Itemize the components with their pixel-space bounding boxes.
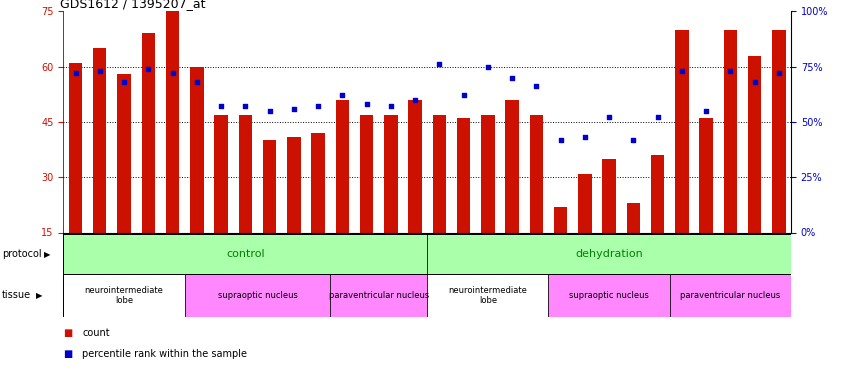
Point [166,70,179,76]
Point [214,104,228,110]
Text: supraoptic nucleus: supraoptic nucleus [569,291,649,300]
Point [554,136,568,142]
Bar [311,133,325,232]
Point [602,114,616,120]
Point [263,108,277,114]
Text: control: control [226,249,265,259]
Text: ■: ■ [63,349,73,359]
Bar [554,207,568,232]
Text: ■: ■ [63,328,73,338]
Bar [651,155,664,232]
Text: neurointermediate
lobe: neurointermediate lobe [85,286,163,305]
Bar [548,274,670,317]
Point [336,92,349,98]
Bar [166,11,179,232]
Bar [93,48,107,232]
Bar [670,274,791,317]
Text: GDS1612 / 1395207_at: GDS1612 / 1395207_at [60,0,206,10]
Bar [627,203,640,232]
Point [700,108,713,114]
Point [311,104,325,110]
Bar [336,100,349,232]
Bar [427,234,791,274]
Point [384,104,398,110]
Bar [505,100,519,232]
Point [409,97,422,103]
Bar [409,100,422,232]
Point [651,114,664,120]
Point [578,134,591,140]
Point [675,68,689,74]
Bar [63,234,427,274]
Bar [214,114,228,232]
Text: ▶: ▶ [36,291,42,300]
Bar [432,114,446,232]
Point [287,106,300,112]
Bar [530,114,543,232]
Text: paraventricular nucleus: paraventricular nucleus [680,291,781,300]
Point [432,62,446,68]
Bar [457,118,470,232]
Point [530,84,543,90]
Bar [602,159,616,232]
Bar [427,274,548,317]
Text: ▶: ▶ [44,250,51,259]
Bar [330,274,427,317]
Text: neurointermediate
lobe: neurointermediate lobe [448,286,527,305]
Bar [69,63,82,232]
Bar [190,67,204,232]
Point [772,70,786,76]
Bar [578,174,591,232]
Text: protocol: protocol [2,249,41,259]
Bar [675,30,689,232]
Bar [748,56,761,232]
Bar [184,274,330,317]
Point [457,92,470,98]
Point [505,75,519,81]
Text: paraventricular nucleus: paraventricular nucleus [328,291,429,300]
Point [141,66,155,72]
Point [239,104,252,110]
Bar [239,114,252,232]
Text: supraoptic nucleus: supraoptic nucleus [217,291,298,300]
Text: tissue: tissue [2,290,30,300]
Bar [360,114,373,232]
Bar [118,74,131,232]
Point [69,70,82,76]
Bar [263,140,277,232]
Point [723,68,737,74]
Point [190,79,204,85]
Text: dehydration: dehydration [575,249,643,259]
Bar [287,136,300,232]
Point [627,136,640,142]
Bar [141,33,155,232]
Bar [384,114,398,232]
Bar [723,30,737,232]
Point [93,68,107,74]
Bar [481,114,495,232]
Bar [772,30,786,232]
Point [360,101,373,107]
Point [481,63,495,70]
Text: percentile rank within the sample: percentile rank within the sample [82,349,247,359]
Point [748,79,761,85]
Text: count: count [82,328,110,338]
Bar [700,118,713,232]
Point [118,79,131,85]
Bar [63,274,184,317]
